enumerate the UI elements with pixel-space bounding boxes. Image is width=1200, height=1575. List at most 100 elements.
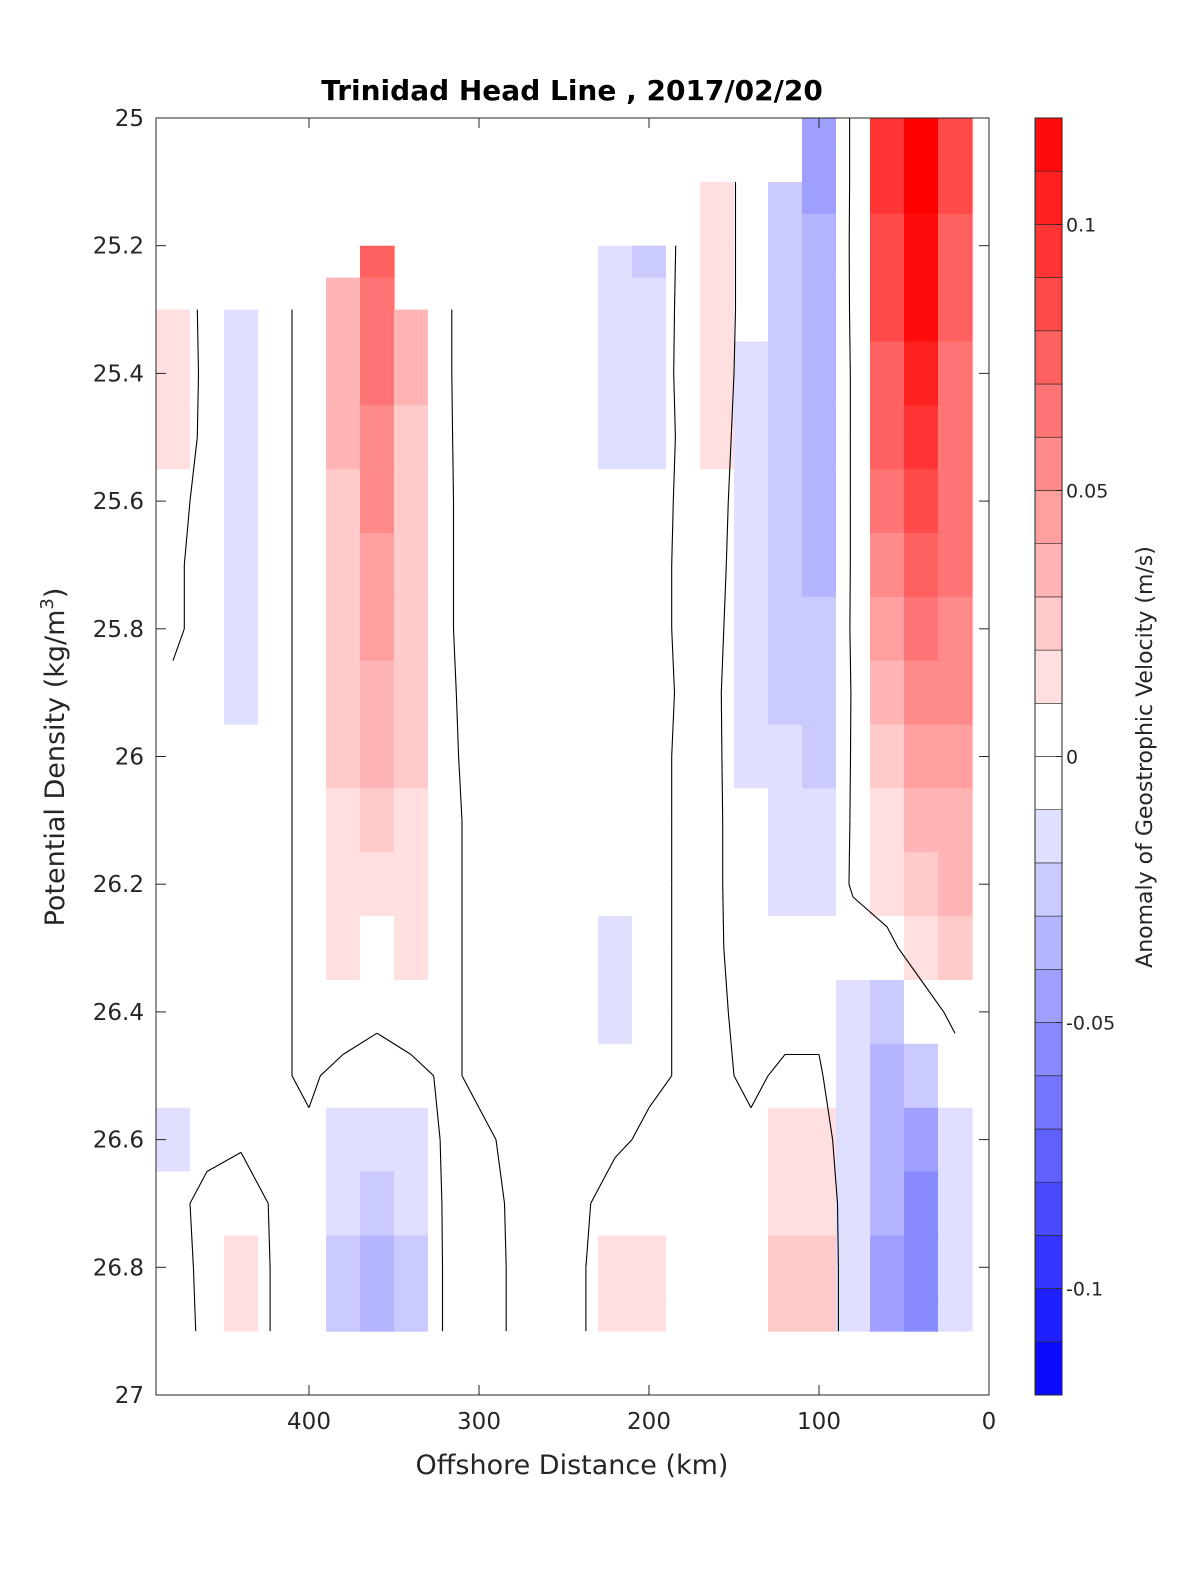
heatmap-cell [836,660,871,726]
heatmap-cell [292,309,327,343]
zero-contour-segment [733,1075,752,1108]
heatmap-cell [904,788,939,853]
heatmap-cell [734,660,769,726]
colorbar-band [1034,1341,1063,1396]
heatmap-cell [836,724,871,790]
heatmap-cell [598,596,633,662]
heatmap-cell [734,788,769,853]
heatmap-cell [734,1107,769,1173]
heatmap-cell [462,916,497,981]
heatmap-cell [700,1299,735,1332]
heatmap-cell [700,341,735,406]
heatmap-cell [224,660,259,726]
heatmap-cell [734,277,769,343]
heatmap-cell [428,1299,463,1332]
heatmap-cell [258,1171,293,1236]
heatmap-cell [462,660,497,726]
heatmap-cell [564,533,599,598]
heatmap-cell [496,1107,531,1173]
heatmap-cell [870,852,905,917]
heatmap-cell [938,596,973,662]
colorbar-band [1034,117,1063,172]
colorbar-band [1034,490,1063,545]
heatmap-cell [870,1299,905,1332]
heatmap-cell [360,980,395,1045]
heatmap-cell [938,277,973,343]
heatmap-cell [360,660,395,726]
heatmap-cell [802,1235,837,1300]
heatmap-cell [156,1299,191,1332]
heatmap-cell [190,469,225,534]
colorbar-band [1034,756,1063,811]
heatmap-cell [700,660,735,726]
heatmap-cell [360,852,395,917]
heatmap-cell [462,469,497,534]
heatmap-cell [836,213,871,279]
chart-title: Trinidad Head Line , 2017/02/20 [321,74,823,107]
heatmap-cell [904,980,939,1045]
heatmap-cell [224,1171,259,1236]
heatmap-cell [258,1299,293,1332]
y-axis-label-main: Potential Density (kg/m [40,610,71,927]
heatmap-cell [836,118,871,151]
heatmap-cell [870,277,905,343]
heatmap-cell [836,788,871,853]
heatmap-cell [802,1171,837,1236]
heatmap-cell [462,1107,497,1173]
heatmap-cell [768,1235,803,1300]
heatmap-cell [156,916,191,981]
heatmap-cell [904,277,939,343]
heatmap-cell [836,596,871,662]
heatmap-cell [190,405,225,470]
heatmap-cell [700,533,735,598]
heatmap-cell [530,1107,565,1173]
heatmap-cell [326,1043,361,1109]
zero-contour-segment [451,373,454,438]
zero-contour-segment [192,1267,197,1332]
zero-contour-segment [852,896,888,928]
heatmap-cell [938,1043,973,1109]
heatmap-cell [802,149,837,215]
heatmap-cell [836,1235,871,1300]
heatmap-cell [496,533,531,598]
heatmap-cell [870,1171,905,1236]
heatmap-cell [428,1235,463,1300]
heatmap-cell [700,852,735,917]
heatmap-cell [564,788,599,853]
heatmap-cell [700,788,735,853]
heatmap-cell [462,341,497,406]
heatmap-cell [632,1107,667,1173]
heatmap-cell [530,1299,565,1332]
heatmap-cell [632,1235,667,1300]
heatmap-cell [870,149,905,215]
zero-contour-segment [452,628,457,693]
colorbar-band [1034,543,1063,598]
heatmap-cell [394,788,429,853]
heatmap-cell [802,341,837,406]
heatmap-cell [564,660,599,726]
colorbar-tick-label: 0.05 [1066,480,1108,502]
heatmap-cell [462,596,497,662]
zero-contour-segment [723,948,729,1012]
colorbar-band [1034,1181,1063,1236]
y-tick-label: 26.2 [93,872,144,898]
heatmap-cell [156,660,191,726]
heatmap-cell [802,213,837,279]
zero-contour-segment [849,756,852,821]
colorbar-band [1034,1022,1063,1077]
zero-contour-segment [672,437,676,502]
heatmap-cell [258,1107,293,1173]
heatmap-cell [156,788,191,853]
heatmap-cell [258,405,293,470]
colorbar-bands [1034,117,1063,1396]
x-tick-label: 0 [982,1409,997,1435]
heatmap-cell [632,596,667,662]
zero-contour-segment [267,1203,271,1268]
heatmap-cell [190,1107,225,1173]
heatmap-cell [870,1043,905,1109]
heatmap-cell [462,788,497,853]
zero-contour-segment [822,1075,834,1140]
colorbar-tick-label: -0.1 [1066,1279,1103,1301]
zero-contour-segment [832,1139,839,1204]
heatmap-cell [802,1043,837,1109]
